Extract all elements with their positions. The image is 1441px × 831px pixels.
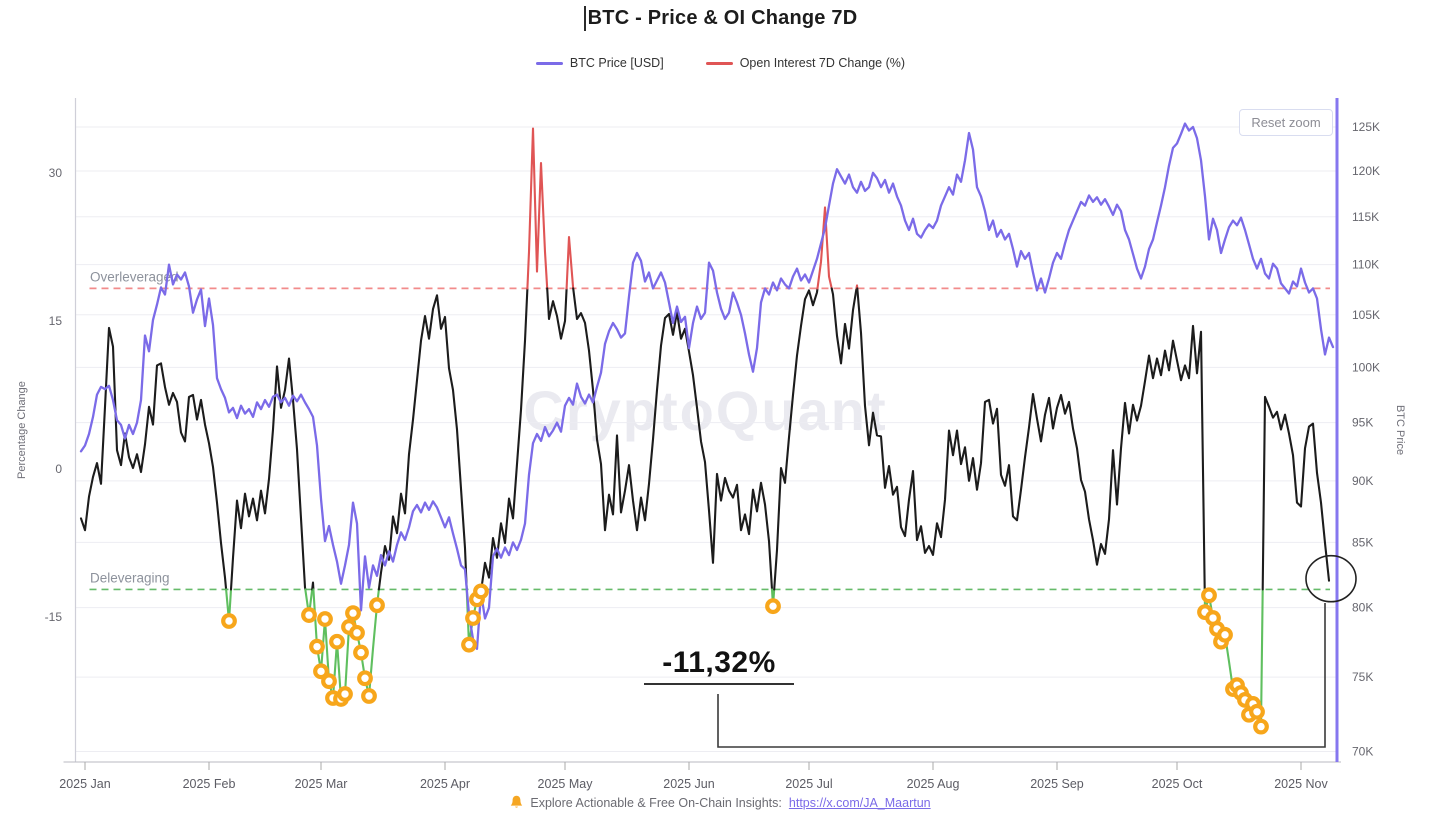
right-axis-tick-label: 90K — [1352, 474, 1373, 488]
oi-segment — [377, 294, 468, 591]
legend-item-btc-price[interactable]: BTC Price [USD] — [535, 56, 664, 70]
x-axis-tick-label: 2025 Jan — [59, 777, 110, 791]
x-axis-tick-label: 2025 Oct — [1152, 777, 1203, 791]
deleveraging-marker — [349, 624, 365, 641]
watermark: CryptoQuant — [523, 379, 888, 442]
oi-segment — [830, 287, 858, 365]
deleveraging-marker — [465, 610, 481, 626]
left-axis-title: Percentage Change — [16, 381, 28, 479]
oi-segment-overleveraged — [565, 236, 575, 290]
deleveraging-marker — [361, 688, 377, 704]
x-axis-tick-label: 2025 Sep — [1030, 777, 1084, 791]
left-axis-tick-label: 30 — [49, 166, 63, 180]
reset-zoom-button[interactable]: Reset zoom — [1239, 109, 1333, 136]
deleveraging-marker — [1253, 718, 1269, 735]
deleveraging-marker — [313, 663, 329, 680]
right-axis-title: BTC Price — [1394, 404, 1406, 456]
deleveraging-marker — [1217, 626, 1233, 643]
oi-segment — [546, 287, 568, 340]
left-axis-tick-label: 0 — [55, 462, 62, 476]
right-axis-tick-label: 125K — [1352, 120, 1380, 134]
left-axis-tick-label: -15 — [45, 610, 63, 624]
x-axis-tick-label: 2025 Mar — [295, 777, 348, 791]
legend-label-open-interest: Open Interest 7D Change (%) — [739, 56, 906, 70]
oi-annotation-label: -11,32% — [644, 646, 794, 685]
oi-segment-overleveraged — [526, 127, 549, 290]
highlight-ellipse — [1305, 554, 1357, 603]
oi-segment — [229, 357, 307, 591]
legend-label-btc-price: BTC Price [USD] — [569, 56, 664, 70]
legend: BTC Price [USD] Open Interest 7D Change … — [0, 56, 1441, 70]
deleveraging-marker — [301, 607, 317, 623]
deleveraging-label: Deleveraging — [90, 570, 170, 585]
oi-segment — [773, 287, 819, 591]
deleveraging-marker — [473, 583, 489, 600]
footer-link[interactable]: https://x.com/JA_Maartun — [788, 795, 931, 810]
deleveraging-marker — [321, 673, 337, 690]
bell-icon — [511, 795, 523, 808]
oi-segment — [79, 326, 228, 591]
deleveraging-marker — [357, 670, 373, 687]
oi-segment-overleveraged — [816, 206, 833, 290]
annotation-connector — [717, 603, 1326, 748]
deleveraging-marker — [221, 613, 237, 629]
legend-item-open-interest[interactable]: Open Interest 7D Change (%) — [705, 56, 906, 70]
right-axis-tick-label: 115K — [1352, 210, 1379, 224]
x-axis-tick-label: 2025 Feb — [183, 777, 236, 791]
deleveraging-marker — [1249, 703, 1265, 720]
x-axis-tick-label: 2025 May — [538, 777, 594, 791]
left-axis-tick-label: 15 — [49, 314, 63, 328]
right-axis-tick-label: 85K — [1352, 535, 1373, 549]
right-axis-tick-label: 110K — [1352, 258, 1379, 272]
x-axis-tick-label: 2025 Aug — [907, 777, 960, 791]
deleveraging-marker — [369, 597, 385, 614]
page-title: BTC - Price & OI Change 7D — [587, 7, 858, 29]
footer-text: Explore Actionable & Free On-Chain Insig… — [530, 795, 782, 810]
x-axis-tick-label: 2025 Apr — [420, 777, 470, 791]
oi-segment — [1261, 395, 1331, 591]
overleveraged-label: Overleveraged — [90, 269, 179, 284]
open-interest-swatch — [705, 61, 733, 65]
deleveraging-marker — [765, 598, 781, 615]
x-axis-tick-label: 2025 Jul — [785, 777, 832, 791]
btc-price-line — [79, 122, 1335, 650]
oi-segment-deleveraging — [312, 588, 380, 701]
deleveraging-marker — [1201, 587, 1217, 604]
deleveraging-marker — [317, 611, 333, 627]
oi-change-line — [79, 127, 1331, 728]
oi-segment — [572, 287, 774, 591]
right-axis-tick-label: 100K — [1352, 360, 1380, 374]
right-axis-tick-label: 70K — [1352, 744, 1373, 758]
right-axis-tick-label: 80K — [1352, 601, 1373, 615]
deleveraging-marker — [461, 636, 477, 653]
oi-segment — [856, 287, 1206, 591]
oi-segment — [311, 581, 315, 591]
title-wrap: BTC - Price & OI Change 7D — [0, 6, 1441, 31]
footer: Explore Actionable & Free On-Chain Insig… — [0, 795, 1441, 810]
text-cursor — [583, 6, 586, 31]
right-axis-tick-label: 75K — [1352, 670, 1373, 684]
right-axis-tick-label: 120K — [1352, 164, 1380, 178]
right-axis-tick-label: 95K — [1352, 416, 1373, 430]
deleveraging-marker — [353, 644, 369, 661]
x-axis-tick-label: 2025 Jun — [663, 777, 714, 791]
btc-price-swatch — [535, 61, 563, 65]
deleveraging-marker — [337, 686, 353, 702]
deleveraging-markers — [221, 583, 1269, 735]
right-axis-tick-label: 105K — [1352, 308, 1380, 322]
deleveraging-marker — [309, 638, 325, 655]
deleveraging-marker — [345, 605, 361, 622]
oi-segment — [480, 287, 529, 591]
x-axis-tick-label: 2025 Nov — [1274, 777, 1328, 791]
deleveraging-marker — [329, 633, 345, 650]
